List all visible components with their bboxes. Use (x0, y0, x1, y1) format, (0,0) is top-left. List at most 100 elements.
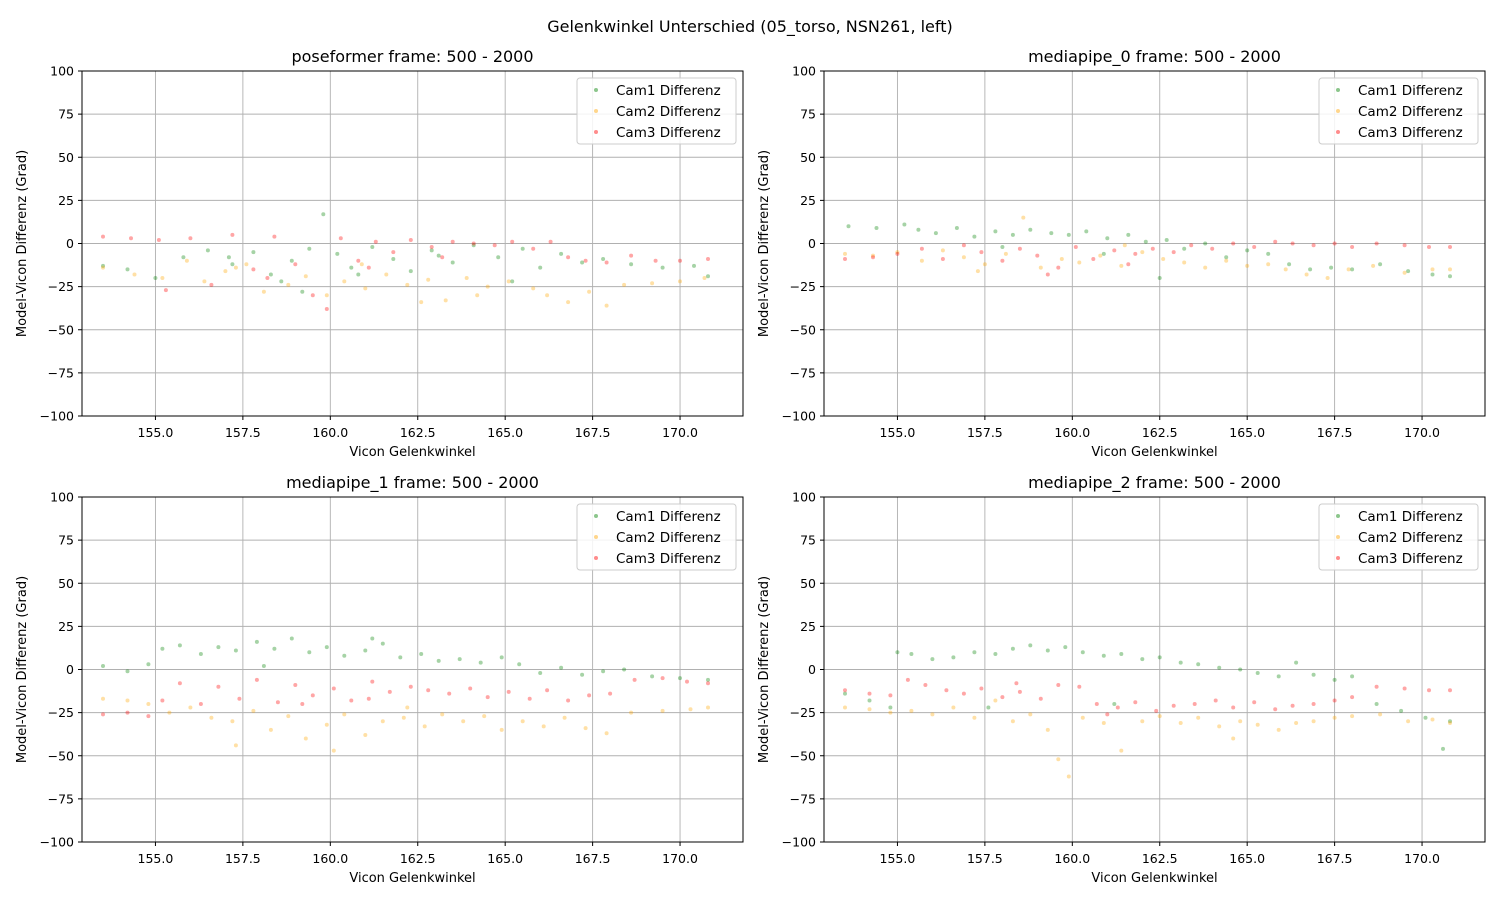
legend-label: Cam1 Differenz (1358, 509, 1463, 525)
data-point (1045, 727, 1050, 732)
data-point (202, 279, 207, 284)
y-tick-label: 50 (58, 150, 74, 165)
x-tick-label: 160.0 (312, 851, 348, 866)
data-point (1427, 245, 1431, 249)
data-point (272, 646, 277, 651)
data-point (321, 212, 326, 217)
data-point (874, 226, 879, 230)
data-point (1038, 265, 1043, 270)
data-point (216, 684, 221, 689)
data-point (1010, 646, 1015, 651)
data-point (125, 698, 130, 703)
data-point (216, 645, 221, 650)
data-point (223, 269, 228, 274)
data-point (1084, 229, 1089, 234)
series-cam3-differenz (101, 232, 710, 311)
data-point (387, 689, 392, 694)
data-point (1255, 722, 1260, 727)
data-point (902, 222, 907, 227)
data-point (1448, 719, 1452, 724)
data-point (1045, 272, 1050, 277)
data-point (391, 250, 396, 255)
data-point (177, 643, 182, 648)
y-tick-label: 25 (58, 193, 74, 208)
data-point (1231, 736, 1236, 741)
data-point (268, 272, 273, 277)
series-cam3-differenz (843, 677, 1452, 717)
x-tick-label: 160.0 (1054, 851, 1090, 866)
x-axis-label: Vicon Gelenkwinkel (349, 445, 475, 460)
data-point (986, 705, 991, 710)
data-point (1283, 267, 1288, 272)
y-tick-label: 75 (800, 533, 816, 548)
data-point (384, 272, 389, 277)
data-point (251, 267, 256, 272)
data-point (629, 710, 634, 715)
data-point (181, 255, 186, 260)
data-point (426, 277, 431, 282)
data-point (1080, 715, 1085, 720)
data-point (1066, 232, 1071, 237)
data-point (843, 251, 847, 256)
data-point (1049, 231, 1054, 236)
data-point (1157, 714, 1162, 719)
data-point (370, 679, 375, 684)
data-point (1290, 241, 1295, 246)
data-point (1105, 712, 1110, 717)
y-tick-label: −25 (48, 279, 74, 294)
data-point (601, 669, 606, 674)
data-point (1423, 715, 1428, 720)
data-point (1325, 276, 1330, 280)
data-point (499, 655, 504, 660)
y-tick-label: 100 (792, 490, 816, 505)
legend-box (576, 77, 737, 145)
data-point (1038, 696, 1043, 701)
data-point (1182, 260, 1187, 265)
data-point (156, 238, 161, 242)
data-point (895, 650, 900, 655)
data-point (251, 250, 256, 255)
data-point (1332, 698, 1337, 703)
data-point (1010, 232, 1015, 237)
data-point (1374, 702, 1379, 706)
data-point (1346, 267, 1351, 272)
series-cam1-differenz (843, 643, 1452, 751)
data-point (482, 714, 487, 719)
data-point (1430, 717, 1435, 722)
data-point (251, 708, 256, 713)
y-axis-label: Model-Vicon Differenz (Grad) (757, 150, 772, 337)
data-point (510, 239, 515, 244)
data-point (492, 243, 497, 248)
data-point (1000, 245, 1005, 249)
x-tick-label: 155.0 (880, 425, 916, 440)
data-point (1350, 267, 1355, 272)
data-point (1056, 683, 1061, 687)
data-point (1091, 257, 1096, 261)
data-point (1017, 246, 1022, 251)
legend: Cam1 Differenz Cam2 Differenz Cam3 Differe… (1318, 503, 1479, 571)
data-point (961, 255, 966, 260)
data-point (951, 655, 956, 660)
data-point (408, 684, 413, 689)
y-tick-label: −50 (48, 748, 74, 763)
data-point (429, 245, 434, 249)
y-tick-label: −75 (48, 791, 74, 806)
data-point (188, 236, 193, 241)
data-point (233, 743, 238, 748)
data-point (1122, 243, 1127, 248)
data-point (1430, 272, 1435, 277)
data-point (909, 652, 914, 656)
x-tick-label: 157.5 (967, 851, 1003, 866)
data-point (587, 693, 592, 698)
subplot-title: poseformer frame: 500 - 2000 (291, 47, 533, 66)
data-point (888, 705, 893, 710)
data-point (706, 705, 710, 710)
data-point (1080, 650, 1085, 655)
data-point (538, 265, 543, 270)
data-point (184, 258, 189, 263)
data-point (272, 234, 277, 239)
subplot-2: mediapipe_0 frame: 500 - 2000 100 75 50 25 0 −… (757, 47, 1486, 460)
data-point (485, 695, 490, 700)
legend-marker (594, 109, 598, 113)
